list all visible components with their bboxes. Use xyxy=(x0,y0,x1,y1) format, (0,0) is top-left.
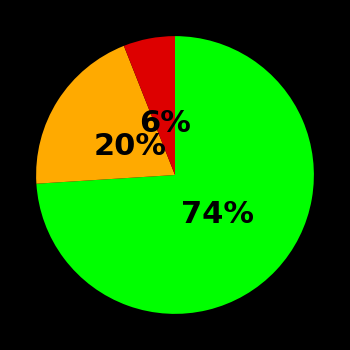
Text: 20%: 20% xyxy=(94,132,167,161)
Wedge shape xyxy=(36,36,314,314)
Text: 6%: 6% xyxy=(139,108,191,138)
Text: 74%: 74% xyxy=(181,201,254,230)
Wedge shape xyxy=(36,46,175,184)
Wedge shape xyxy=(124,36,175,175)
